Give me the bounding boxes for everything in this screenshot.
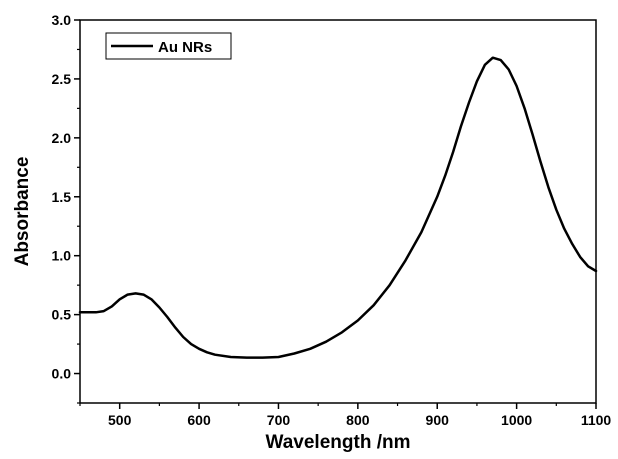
y-tick-label: 0.5: [52, 307, 72, 323]
y-axis-ticks: 0.0 0.5 1.0 1.5 2.0 2.5 3.0: [52, 12, 80, 404]
x-tick-label: 500: [108, 412, 132, 428]
series-layer: [78, 56, 598, 359]
y-axis-title: Absorbance: [12, 157, 33, 267]
x-tick-label: 700: [267, 412, 291, 428]
plot-frame: [79, 19, 597, 404]
y-tick-label: 3.0: [52, 12, 72, 28]
y-tick-label: 1.0: [52, 248, 72, 264]
x-tick-label: 800: [346, 412, 370, 428]
series-line-au-nrs: [78, 56, 598, 359]
x-tick-label: 600: [187, 412, 211, 428]
legend-label-au-nrs: Au NRs: [158, 39, 212, 56]
x-tick-label: 900: [426, 412, 450, 428]
x-tick-label: 1000: [501, 412, 532, 428]
y-tick-label: 1.5: [52, 189, 72, 205]
x-tick-label: 1100: [581, 412, 612, 428]
legend: Au NRs: [105, 32, 232, 60]
y-tick-label: 2.0: [52, 130, 72, 146]
x-axis-title: Wavelength /nm: [266, 432, 411, 453]
y-tick-label: 2.5: [52, 71, 72, 87]
y-tick-label: 0.0: [52, 366, 72, 382]
x-axis-ticks: 500 600 700 800 900 1000 1100: [79, 403, 612, 428]
